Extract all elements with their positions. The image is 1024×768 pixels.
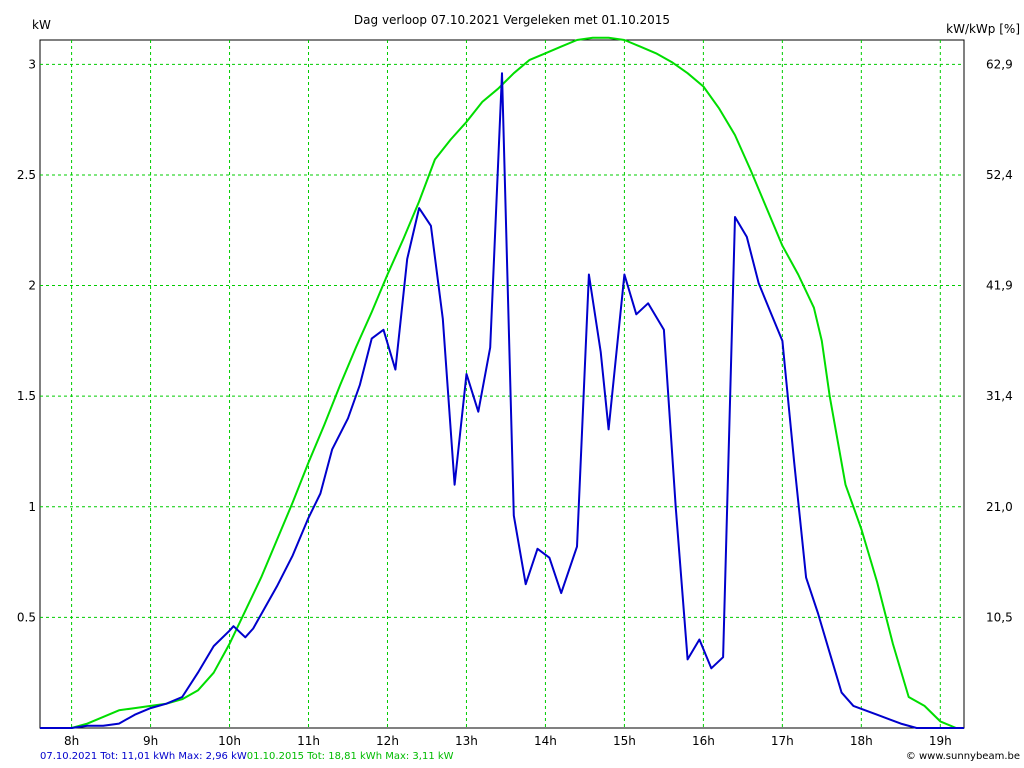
y-tick-label-right-1: 21,0: [986, 500, 1013, 514]
y-tick-label-right-5: 62,9: [986, 57, 1013, 71]
x-tick-label-7: 15h: [613, 734, 636, 748]
x-tick-label-10: 18h: [850, 734, 873, 748]
y-tick-label-left-5: 3: [28, 57, 36, 71]
y-tick-label-right-3: 41,9: [986, 279, 1013, 293]
y-tick-label-left-0: 0.5: [17, 610, 36, 624]
x-tick-label-11: 19h: [929, 734, 952, 748]
y-tick-label-right-0: 10,5: [986, 610, 1013, 624]
y-tick-label-left-1: 1: [28, 500, 36, 514]
y-tick-label-left-2: 1.5: [17, 389, 36, 403]
x-tick-label-8: 16h: [692, 734, 715, 748]
x-tick-label-5: 13h: [455, 734, 478, 748]
y-tick-label-right-2: 31,4: [986, 389, 1013, 403]
x-tick-label-4: 12h: [376, 734, 399, 748]
x-tick-label-1: 9h: [143, 734, 158, 748]
plot-area: [39, 39, 965, 729]
x-tick-label-3: 11h: [297, 734, 320, 748]
x-tick-label-0: 8h: [64, 734, 79, 748]
footer-stats-2015: 01.10.2015 Tot: 18,81 kWh Max: 3,11 kW: [246, 751, 454, 762]
footer-stats: 07.10.2021 Tot: 11,01 kWh Max: 2,96 kW01…: [40, 751, 454, 762]
grid: [40, 40, 964, 728]
y-tick-label-left-3: 2: [28, 279, 36, 293]
series-line-0: [40, 36, 964, 729]
y-tick-label-right-4: 52,4: [986, 168, 1013, 182]
x-tick-label-6: 14h: [534, 734, 557, 748]
ticks: 8h 9h 10h 11h 12h 13h 14h 15h 16h 17h 18h 19h 0.5 1 1.…: [17, 57, 1013, 748]
series-group: [40, 36, 964, 729]
y-axis-label-right: kW/kWp [%]: [946, 22, 1020, 36]
credit-text: © www.sunnybeam.be: [905, 751, 1020, 762]
y-tick-label-left-4: 2.5: [17, 168, 36, 182]
chart: Dag verloop 07.10.2021 Vergeleken met 01…: [17, 13, 1020, 748]
x-tick-label-2: 10h: [218, 734, 241, 748]
chart-title: Dag verloop 07.10.2021 Vergeleken met 01…: [354, 13, 670, 27]
footer-stats-2021: 07.10.2021 Tot: 11,01 kWh Max: 2,96 kW: [40, 751, 247, 762]
series-line-1: [40, 72, 964, 729]
x-tick-label-9: 17h: [771, 734, 794, 748]
y-axis-label-left: kW: [32, 18, 51, 32]
